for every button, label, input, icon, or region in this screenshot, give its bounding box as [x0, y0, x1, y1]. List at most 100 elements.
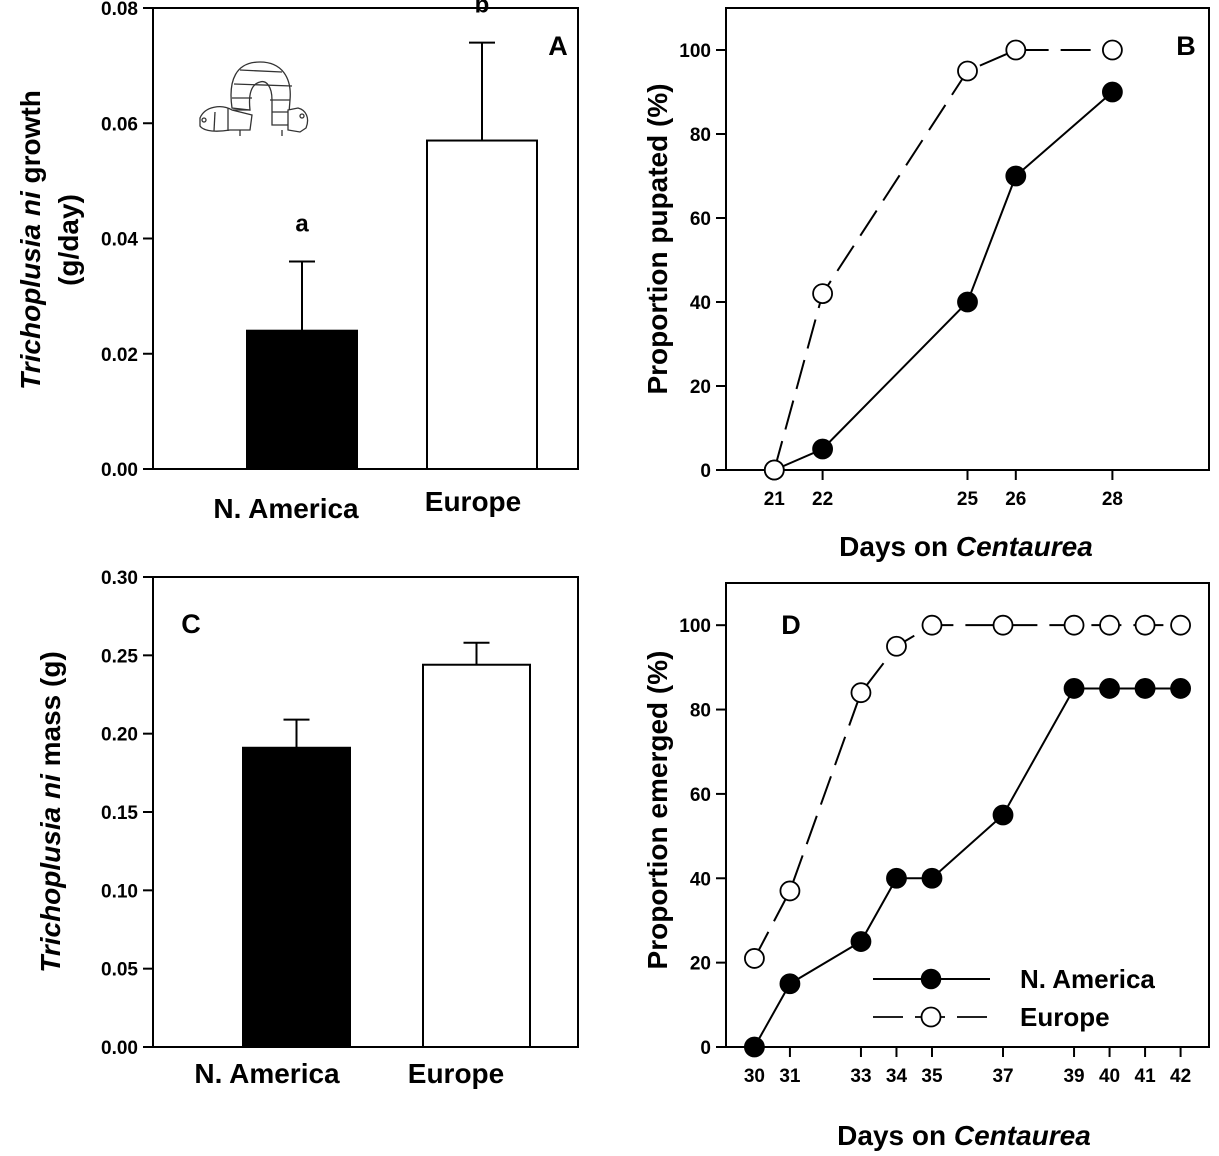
panel-d-ytick-label: 0 — [700, 1038, 711, 1059]
panel-d-letter: D — [781, 610, 801, 640]
panel-a-bar-europe — [426, 139, 538, 470]
panel-b-ytick-label: 80 — [690, 125, 711, 146]
panel-c: 0.00 0.05 0.10 0.15 0.20 0.25 0.30 C N. Americ… — [35, 568, 579, 1089]
panel-b-point-europe — [957, 60, 978, 82]
panel-b-xtick-label: 25 — [957, 489, 979, 510]
panel-a-y-label-species: Trichoplusia ni — [15, 190, 46, 390]
panel-b-point-n-america — [812, 438, 833, 460]
panel-b-letter: B — [1176, 31, 1196, 61]
panel-d-point-europe — [1134, 614, 1156, 636]
panel-b-y-axis: 0 20 40 60 80 100 — [679, 41, 726, 482]
panel-d-legend: N. America Europe — [873, 964, 1155, 1032]
panel-b-x-label: Days on Centaurea — [839, 531, 1093, 562]
panel-a-ytick-label: 0.02 — [101, 345, 138, 366]
panel-a-ytick-label: 0.00 — [101, 460, 138, 481]
panel-a-ytick-label: 0.06 — [101, 114, 138, 135]
panel-d-xtick-label: 34 — [886, 1066, 908, 1087]
panel-d: 0 20 40 60 80 100 30 31 33 34 35 37 39 40 41 42 D Prop… — [642, 582, 1210, 1151]
panel-d-y-label: Proportion emerged (%) — [642, 651, 673, 970]
panel-a-bars — [246, 41, 538, 471]
panel-c-y-label-species: Trichoplusia ni — [35, 773, 66, 973]
caterpillar-icon — [199, 61, 309, 136]
panel-d-ytick-label: 20 — [690, 954, 711, 975]
panel-b-xtick-label: 22 — [812, 489, 833, 510]
panel-b-xtick-label: 26 — [1005, 489, 1026, 510]
panel-c-ytick-label: 0.10 — [101, 881, 138, 902]
panel-a-significance-a: a — [295, 211, 309, 238]
panel-b-xtick-label: 28 — [1102, 489, 1123, 510]
panel-d-xtick-label: 39 — [1063, 1066, 1084, 1087]
panel-d-point-europe — [886, 635, 907, 657]
panel-b-series-n-america-line — [773, 91, 1114, 471]
legend-europe-label: Europe — [1020, 1002, 1110, 1032]
panel-c-ytick-label: 0.30 — [101, 568, 138, 589]
panel-a-ytick-label: 0.08 — [101, 0, 138, 20]
panel-d-xtick-label: 30 — [744, 1066, 765, 1087]
panel-b-point-europe — [763, 459, 785, 481]
panel-b-xtick-label: 21 — [764, 489, 786, 510]
panel-b-x-label-prefix: Days on — [839, 531, 956, 562]
panel-c-y-label: Trichoplusia ni mass (g) — [35, 651, 66, 973]
panel-d-point-n-america — [921, 867, 943, 889]
panel-d-point-n-america — [1099, 678, 1120, 699]
panel-d-point-n-america — [744, 1036, 765, 1058]
panel-b-series-europe-line — [773, 49, 1113, 471]
panel-c-bars — [242, 641, 531, 1048]
panel-d-point-europe — [744, 948, 765, 969]
panel-b-point-europe — [1005, 39, 1027, 61]
panel-d-ytick-label: 100 — [679, 616, 711, 637]
panel-d-xtick-label: 42 — [1170, 1066, 1191, 1087]
panel-d-xtick-label: 40 — [1099, 1066, 1120, 1087]
panel-b-point-europe — [812, 283, 833, 305]
panel-a-category-n-america: N. America — [213, 493, 359, 524]
panel-d-frame — [725, 582, 1210, 1048]
panel-d-xtick-label: 33 — [850, 1066, 871, 1087]
panel-d-x-label: Days on Centaurea — [837, 1120, 1091, 1151]
panel-b-point-europe — [1102, 39, 1123, 61]
panel-d-point-europe — [992, 614, 1014, 636]
legend-n-america-marker — [920, 968, 942, 990]
panel-a-significance-b: b — [475, 0, 490, 19]
panel-b-ytick-label: 0 — [700, 461, 711, 482]
panel-d-ytick-label: 80 — [690, 701, 711, 722]
panel-b-point-n-america — [1102, 81, 1123, 103]
panel-b-x-axis: 21 22 25 26 28 — [764, 470, 1123, 510]
panel-d-x-axis: 30 31 33 34 35 37 39 40 41 42 — [744, 1047, 1191, 1087]
panel-d-ytick-label: 40 — [690, 869, 711, 890]
panel-d-point-europe — [1170, 614, 1191, 636]
panel-d-series-europe-line — [753, 624, 1181, 959]
panel-d-ytick-label: 60 — [690, 785, 711, 806]
panel-c-category-n-america: N. America — [194, 1058, 340, 1089]
panel-d-xtick-label: 31 — [779, 1066, 801, 1087]
panel-c-y-label-quantity: mass (g) — [35, 651, 66, 774]
panel-d-point-n-america — [886, 867, 907, 889]
panel-d-xtick-label: 41 — [1135, 1066, 1157, 1087]
panel-c-bar-europe — [422, 663, 531, 1048]
panel-b-ytick-label: 40 — [690, 293, 711, 314]
panel-d-point-n-america — [992, 804, 1014, 826]
panel-a-y-axis: 0.00 0.02 0.04 0.06 0.08 — [101, 0, 153, 481]
panel-b-series — [763, 39, 1123, 481]
panel-b-y-label: Proportion pupated (%) — [642, 83, 673, 394]
panel-d-point-europe — [1063, 614, 1085, 636]
panel-c-ytick-label: 0.00 — [101, 1038, 138, 1059]
panel-d-series — [744, 614, 1191, 1058]
panel-c-bar-n-america — [242, 746, 351, 1048]
panel-d-xtick-label: 35 — [921, 1066, 943, 1087]
panel-a-bar-n-america — [246, 329, 358, 471]
panel-c-letter: C — [181, 609, 201, 639]
panel-b-ytick-label: 20 — [690, 377, 711, 398]
panel-d-point-europe — [921, 614, 943, 636]
panel-c-y-axis: 0.00 0.05 0.10 0.15 0.20 0.25 0.30 — [101, 568, 153, 1059]
panel-a-y-label-quantity: growth — [15, 90, 46, 191]
legend-n-america-label: N. America — [1020, 964, 1155, 994]
panel-d-point-n-america — [1134, 678, 1156, 699]
panel-d-xtick-label: 37 — [992, 1066, 1013, 1087]
panel-a-category-europe: Europe — [425, 486, 521, 517]
panel-d-point-n-america — [779, 973, 801, 995]
panel-b-point-n-america — [1005, 165, 1027, 187]
panel-d-y-axis: 0 20 40 60 80 100 — [679, 616, 726, 1059]
panel-c-category-europe: Europe — [408, 1058, 504, 1089]
panel-a-y-label-units: (g/day) — [53, 194, 84, 286]
